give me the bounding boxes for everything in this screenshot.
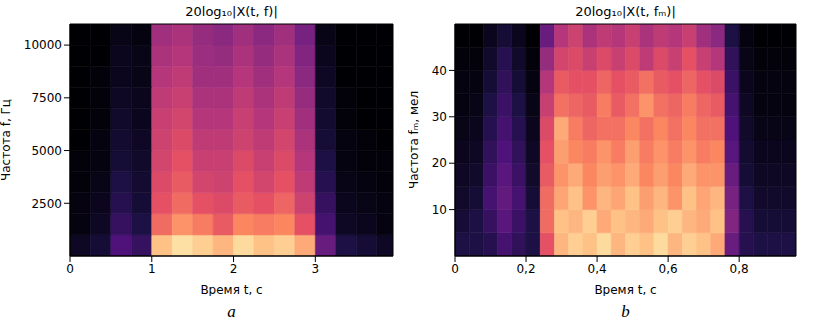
svg-text:0,8: 0,8 — [730, 262, 749, 276]
svg-text:40: 40 — [432, 64, 447, 78]
svg-text:7500: 7500 — [31, 91, 62, 105]
svg-text:0,6: 0,6 — [659, 262, 678, 276]
svg-text:20: 20 — [432, 156, 447, 170]
svg-text:2500: 2500 — [31, 197, 62, 211]
svg-text:10000: 10000 — [24, 38, 62, 52]
svg-text:0,4: 0,4 — [588, 262, 607, 276]
svg-text:5000: 5000 — [31, 144, 62, 158]
svg-text:2: 2 — [230, 262, 238, 276]
svg-text:0,2: 0,2 — [516, 262, 535, 276]
svg-text:0: 0 — [451, 262, 459, 276]
html-text:20log₁₀|X(t, fₘ)|: 20log₁₀|X(t, fₘ)| — [575, 4, 676, 19]
svg-text:Время t, с: Время t, с — [200, 283, 262, 296]
svg-text:Частота f, Гц: Частота f, Гц — [0, 99, 13, 181]
svg-text:0: 0 — [66, 262, 74, 276]
svg-text:Частота fₘ, мел: Частота fₘ, мел — [408, 91, 421, 189]
svg-text:30: 30 — [432, 110, 447, 124]
svg-text:Время t, с: Время t, с — [594, 283, 656, 296]
html-text:b: b — [621, 302, 630, 321]
html-text:20log₁₀|X(t, f)|: 20log₁₀|X(t, f)| — [185, 4, 278, 19]
svg-text:3: 3 — [311, 262, 319, 276]
svg-text:10: 10 — [432, 203, 447, 217]
svg-text:1: 1 — [148, 262, 156, 276]
html-text:a: a — [227, 302, 236, 321]
